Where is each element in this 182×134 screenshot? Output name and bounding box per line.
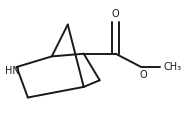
Text: O: O: [140, 70, 147, 80]
Text: O: O: [112, 9, 119, 19]
Text: HN: HN: [5, 66, 20, 76]
Text: CH₃: CH₃: [164, 62, 182, 72]
